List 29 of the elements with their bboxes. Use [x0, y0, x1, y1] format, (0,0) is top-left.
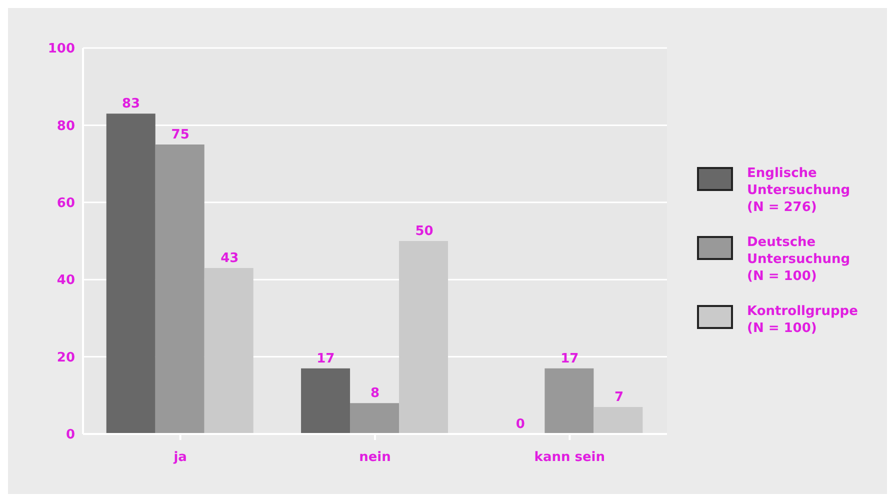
y-tick-label: 20: [56, 350, 75, 366]
y-tick-label: 0: [66, 428, 75, 443]
legend-label: Kontrollgruppe (N = 100): [747, 303, 859, 337]
x-tick-label: kann sein: [534, 450, 606, 466]
data-label: 75: [171, 128, 190, 142]
x-tick-label: nein: [359, 450, 391, 466]
y-tick-label: 60: [56, 196, 75, 212]
bar: [106, 114, 156, 434]
x-tick-label: ja: [172, 450, 187, 466]
y-tick-label: 80: [56, 118, 75, 134]
bar: [594, 406, 643, 434]
legend-label: Englische Untersuchung (N = 276): [747, 165, 852, 216]
bar: [301, 368, 350, 434]
bar: [350, 403, 400, 434]
bar: [544, 368, 594, 434]
y-tick-label: 100: [48, 42, 75, 57]
data-label: 17: [316, 351, 335, 366]
bar: [155, 144, 204, 434]
bar: [204, 268, 254, 434]
data-label: 83: [122, 96, 140, 112]
y-tick-label: 40: [56, 273, 75, 288]
bar: [399, 241, 448, 434]
data-label: 8: [370, 386, 380, 402]
data-label: 17: [560, 351, 579, 366]
data-label: 7: [614, 390, 624, 405]
legend-label: Deutsche Untersuchung (N = 100): [747, 234, 852, 285]
data-label: 43: [220, 251, 239, 266]
data-label: 50: [415, 224, 434, 239]
data-label: 0: [516, 417, 525, 432]
